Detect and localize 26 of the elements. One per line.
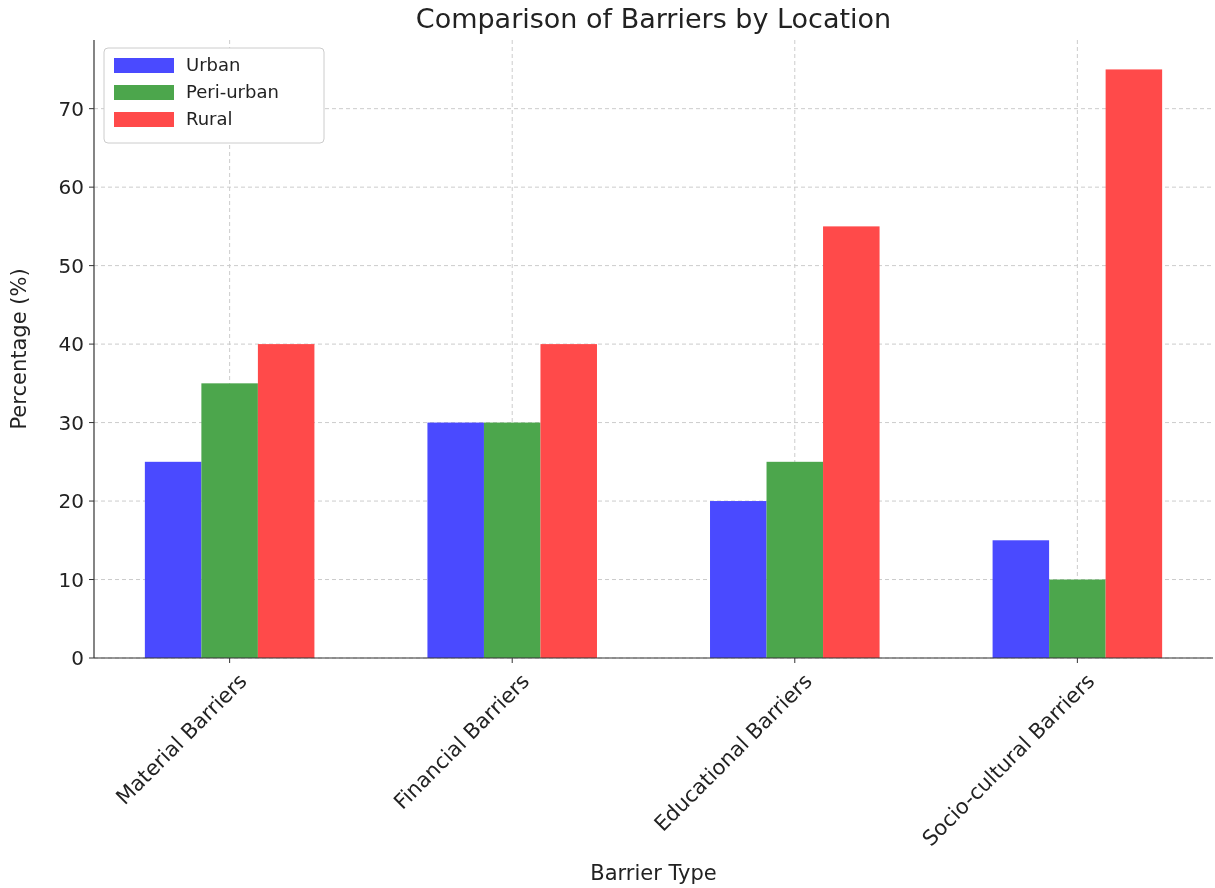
y-tick-label: 70	[58, 96, 84, 121]
bar	[766, 461, 824, 658]
legend-label: Urban	[186, 54, 241, 76]
bar	[1105, 69, 1163, 658]
legend-label: Peri-urban	[186, 81, 279, 103]
legend-label: Rural	[186, 108, 233, 130]
bar	[540, 344, 597, 658]
bar	[201, 383, 258, 658]
bar	[992, 540, 1050, 658]
bar	[257, 344, 315, 658]
chart-title: Comparison of Barriers by Location	[415, 3, 892, 34]
bar	[427, 422, 484, 658]
bar	[710, 501, 767, 658]
y-tick-label: 20	[58, 489, 84, 514]
y-tick-label: 0	[71, 646, 84, 670]
x-axis-title: Barrier Type	[590, 861, 717, 885]
bar	[823, 226, 880, 658]
y-tick-label: 60	[58, 175, 84, 200]
y-tick-label: 10	[58, 567, 84, 592]
y-tick-label: 40	[58, 332, 84, 357]
bar	[144, 461, 202, 658]
y-tick-label: 50	[58, 253, 84, 278]
bar	[1049, 579, 1106, 658]
bar	[483, 422, 541, 658]
y-tick-label: 30	[58, 410, 84, 435]
y-axis-title: Percentage (%)	[7, 268, 31, 430]
